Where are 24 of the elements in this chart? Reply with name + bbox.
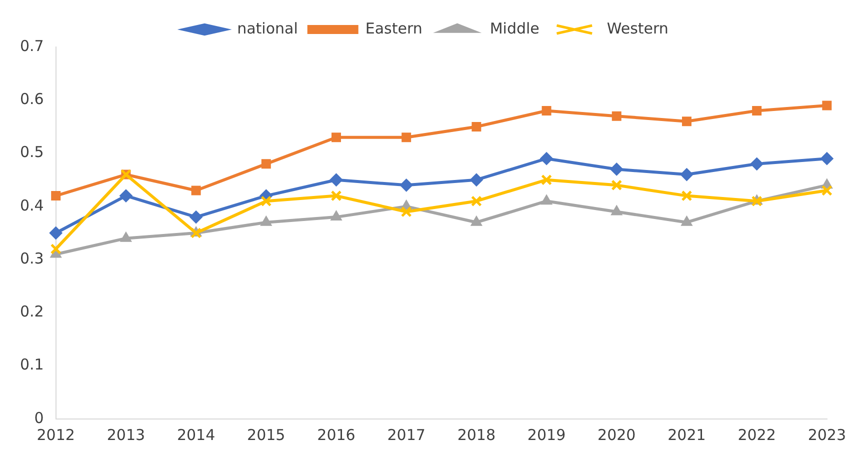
x-tick-label: 2019 [527, 426, 566, 444]
y-tick-label: 0.7 [20, 36, 44, 55]
y-tick-label: 0.3 [20, 249, 44, 268]
x-tick-label: 2021 [668, 426, 706, 444]
x-tick-label: 2013 [106, 426, 146, 444]
y-tick-label: 0.5 [20, 143, 44, 162]
y-tick-label: 0.6 [20, 90, 44, 108]
x-tick-label: 2012 [36, 426, 75, 444]
x-tick-label: 2018 [457, 426, 496, 444]
x-tick-label: 2016 [317, 426, 356, 444]
legend-label: Middle [490, 19, 540, 38]
y-tick-label: 0.4 [20, 196, 44, 214]
y-tick-label: 0 [34, 408, 44, 427]
x-tick-label: 2020 [598, 426, 636, 444]
y-tick-label: 0.1 [20, 356, 44, 374]
x-tick-label: 2014 [176, 426, 216, 444]
legend-label: Western [606, 19, 668, 38]
legend-label: Eastern [365, 19, 422, 38]
y-tick-label: 0.2 [20, 302, 44, 321]
x-tick-label: 2023 [808, 426, 846, 444]
x-tick-label: 2015 [247, 426, 286, 444]
legend-label: national [237, 19, 298, 38]
x-tick-label: 2022 [738, 426, 776, 444]
x-tick-label: 2017 [387, 426, 426, 444]
